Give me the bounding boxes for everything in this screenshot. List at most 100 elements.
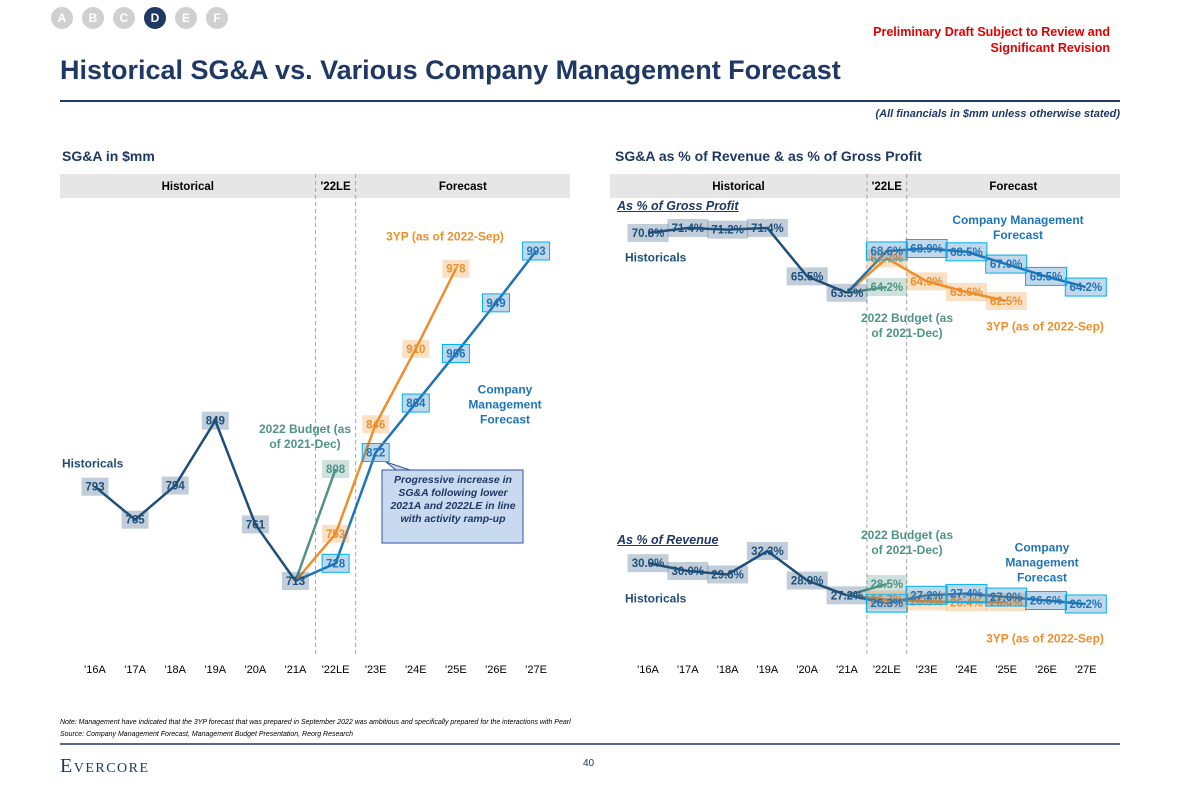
x-tick-label: '25E xyxy=(995,664,1017,676)
value-label-box xyxy=(161,476,189,495)
x-tick-label: '16A xyxy=(637,664,659,676)
value-label-box xyxy=(1025,591,1067,611)
x-tick-label: '22LE xyxy=(873,664,901,676)
series-line xyxy=(94,417,297,582)
x-tick-label: '24E xyxy=(956,664,978,676)
period-band xyxy=(610,174,1120,198)
value-label: 906 xyxy=(446,349,465,361)
value-label: 63.5% xyxy=(831,288,864,300)
series-name: Historicals xyxy=(62,456,124,471)
value-label: 26.5% xyxy=(910,596,943,608)
value-label: 793 xyxy=(85,482,104,494)
value-label-box xyxy=(402,339,430,358)
x-tick-label: '22LE xyxy=(322,664,350,676)
value-label-box xyxy=(866,575,908,594)
series-line xyxy=(294,250,538,583)
x-tick-label: '18A xyxy=(164,664,186,676)
series-line xyxy=(294,268,458,582)
footnote: Note: Management have indicated that the… xyxy=(60,719,571,726)
series-name: Historicals xyxy=(625,250,687,265)
value-label: 32.3% xyxy=(751,546,784,558)
chart-title: SG&A as % of Revenue & as % of Gross Pro… xyxy=(615,148,922,164)
source: Source: Company Management Forecast, Man… xyxy=(60,731,353,738)
value-label: 71.4% xyxy=(671,223,704,235)
value-label-box xyxy=(707,220,749,239)
value-label-box xyxy=(81,477,109,496)
value-label: 64.9% xyxy=(910,276,943,288)
nav-label: C xyxy=(120,11,129,25)
value-label-box xyxy=(322,524,350,543)
series-name: 3YP (as of 2022-Sep) xyxy=(986,631,1104,646)
value-label: 71.4% xyxy=(751,223,784,235)
series-name: Company Management Forecast xyxy=(1005,540,1079,585)
nav-label: F xyxy=(213,11,220,25)
x-tick-label: '20A xyxy=(245,664,267,676)
value-label-box xyxy=(906,272,948,291)
value-label-box xyxy=(522,241,551,261)
series-line xyxy=(846,247,1087,294)
series-name: 3YP (as of 2022-Sep) xyxy=(986,319,1104,334)
value-label-box xyxy=(985,593,1027,612)
value-label: 794 xyxy=(166,481,186,493)
nav-label: B xyxy=(89,11,98,25)
x-tick-label: '18A xyxy=(717,664,739,676)
series-line xyxy=(647,226,848,294)
value-label-box xyxy=(786,571,828,590)
series-line xyxy=(846,256,1007,303)
value-label: 67.0% xyxy=(990,259,1023,271)
value-label-box xyxy=(866,278,908,297)
value-label-box xyxy=(905,585,948,605)
series-name: 2022 Budget (as of 2021-Dec) xyxy=(258,422,352,451)
value-label-box xyxy=(667,561,709,580)
value-label: 67.7% xyxy=(870,253,903,265)
value-label: 26.4% xyxy=(950,597,983,609)
nav-bubble xyxy=(111,5,137,31)
period-band xyxy=(60,174,570,198)
value-label-box xyxy=(627,554,669,573)
value-label-box xyxy=(906,592,948,611)
nav-bubble xyxy=(173,5,199,31)
annotation: Progressive increase in SG&A following l… xyxy=(390,474,516,525)
draft-note: Preliminary Draft Subject to Review and … xyxy=(873,25,1110,55)
series-name: 2022 Budget (as of 2021-Dec) xyxy=(860,311,954,340)
series-line xyxy=(846,592,1086,606)
value-label: 28.9% xyxy=(791,576,824,588)
nav-label: D xyxy=(151,11,160,25)
value-label: 808 xyxy=(326,464,346,476)
value-label-box xyxy=(826,586,868,605)
period-label: Forecast xyxy=(989,181,1037,193)
value-label: 846 xyxy=(366,419,385,431)
panel-title: As % of Gross Profit xyxy=(617,199,739,213)
value-label-box xyxy=(362,415,390,434)
value-label-box xyxy=(985,254,1028,274)
value-label-box xyxy=(1064,277,1107,297)
value-label: 64.2% xyxy=(1069,282,1102,294)
x-tick-label: '17A xyxy=(124,664,146,676)
subtitle: (All financials in $mm unless otherwise … xyxy=(875,108,1120,120)
value-label: 65.5% xyxy=(1030,271,1063,283)
value-label: 978 xyxy=(446,264,466,276)
value-label-box xyxy=(707,565,749,584)
value-label-box xyxy=(985,292,1027,310)
value-label-box xyxy=(401,393,430,413)
value-label: 26.6% xyxy=(1030,596,1063,608)
value-label: 70.8% xyxy=(632,228,665,240)
series-name: Historicals xyxy=(625,591,687,606)
period-label: '22LE xyxy=(320,181,351,193)
x-tick-label: '24E xyxy=(405,664,427,676)
value-label: 728 xyxy=(326,558,346,570)
period-label: '22LE xyxy=(872,181,903,193)
nav-bubble xyxy=(80,5,106,31)
brand: Evercore xyxy=(60,755,150,777)
value-label-box xyxy=(945,242,988,262)
nav-bubble xyxy=(204,5,230,31)
nav-bubble xyxy=(142,5,168,31)
value-label-box xyxy=(746,219,788,237)
nav-bubble xyxy=(49,5,75,31)
x-tick-label: '21A xyxy=(836,664,858,676)
value-label-box xyxy=(442,259,470,278)
period-label: Historical xyxy=(162,181,214,193)
value-label: 27.2% xyxy=(910,590,943,602)
